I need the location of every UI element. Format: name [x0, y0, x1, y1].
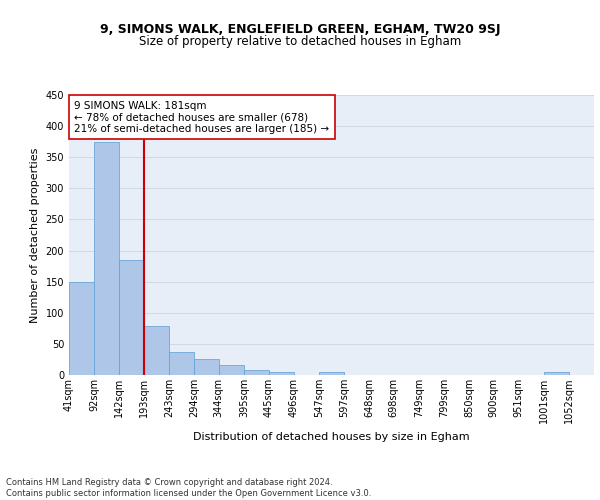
Y-axis label: Number of detached properties: Number of detached properties [30, 148, 40, 322]
Bar [244, 370, 269, 375]
Bar [544, 372, 569, 375]
Bar [219, 365, 244, 375]
Bar [269, 372, 294, 375]
Bar [69, 282, 94, 375]
X-axis label: Distribution of detached houses by size in Egham: Distribution of detached houses by size … [193, 432, 470, 442]
Bar [144, 326, 169, 375]
Bar [119, 260, 144, 375]
Bar [319, 372, 344, 375]
Text: Contains HM Land Registry data © Crown copyright and database right 2024.
Contai: Contains HM Land Registry data © Crown c… [6, 478, 371, 498]
Bar [194, 360, 219, 375]
Bar [169, 352, 194, 375]
Text: 9, SIMONS WALK, ENGLEFIELD GREEN, EGHAM, TW20 9SJ: 9, SIMONS WALK, ENGLEFIELD GREEN, EGHAM,… [100, 22, 500, 36]
Bar [94, 142, 119, 375]
Text: Size of property relative to detached houses in Egham: Size of property relative to detached ho… [139, 35, 461, 48]
Text: 9 SIMONS WALK: 181sqm
← 78% of detached houses are smaller (678)
21% of semi-det: 9 SIMONS WALK: 181sqm ← 78% of detached … [74, 100, 329, 134]
